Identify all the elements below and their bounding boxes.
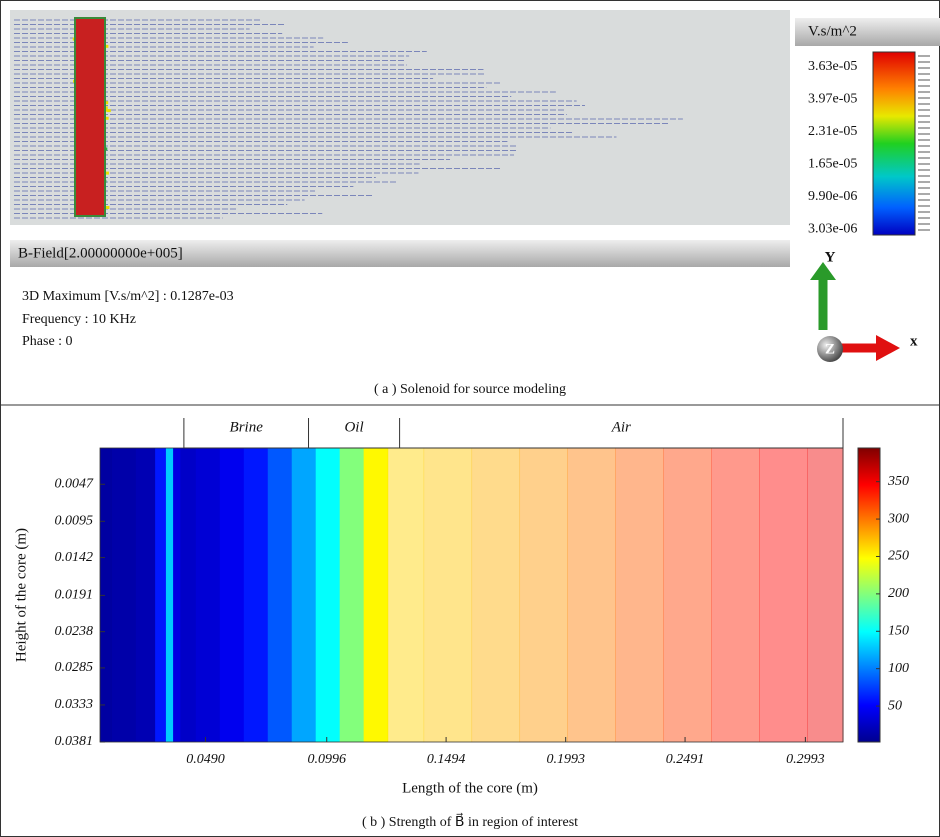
- legend-value: 1.65e-05: [808, 157, 857, 172]
- legend-value: 9.90e-06: [808, 189, 857, 204]
- panel-a: B-Field[2.00000000e+005] 3D Maximum [V.s…: [10, 10, 940, 397]
- x-axis-label: Length of the core (m): [402, 780, 538, 796]
- colorbar-tick-label: 200: [888, 586, 909, 601]
- speckle: [104, 116, 109, 120]
- colorbar-tick-label: 350: [887, 474, 909, 489]
- y-tick-label: 0.0047: [55, 476, 95, 491]
- heat-cell: [711, 448, 760, 742]
- axis-origin: [817, 336, 843, 362]
- heat-cell: [267, 448, 293, 742]
- axis-z-label: Z: [825, 341, 835, 357]
- speckle: [104, 101, 109, 105]
- colorbar-tick-label: 150: [888, 624, 909, 639]
- y-axis-label: Height of the core (m): [13, 528, 29, 662]
- legend-value: 3.03e-06: [808, 222, 857, 237]
- y-tick-label: 0.0238: [55, 624, 94, 639]
- axis-y-label: Y: [825, 249, 836, 265]
- heat-cell: [180, 448, 197, 742]
- y-tick-label: 0.0191: [55, 588, 94, 603]
- heat-cell: [111, 448, 137, 742]
- heat-cell: [387, 448, 425, 742]
- panel-b: Length of the core (m) Height of the cor…: [13, 418, 909, 830]
- x-tick-label: 0.1494: [427, 752, 466, 767]
- legend-colorbar: [872, 51, 916, 236]
- x-tick-label: 0.2491: [666, 752, 705, 767]
- heat-cell: [243, 448, 269, 742]
- x-tick-label: 0.0490: [186, 752, 225, 767]
- heat-cell: [165, 448, 174, 742]
- heat-cell: [363, 448, 389, 742]
- colorbar-tick-label: 300: [887, 511, 909, 526]
- y-tick-label: 0.0095: [55, 514, 94, 529]
- speckle: [106, 109, 111, 113]
- info-line: Frequency : 10 KHz: [22, 312, 136, 327]
- legend-value: 3.97e-05: [808, 92, 857, 107]
- x-tick-label: 0.0996: [307, 752, 346, 767]
- legend-title: V.s/m^2: [808, 23, 857, 39]
- heat-cell: [663, 448, 712, 742]
- legend-values: 3.63e-05 3.97e-05 2.31e-05 1.65e-05 9.90e-06…: [808, 55, 930, 237]
- x-tick-label: 0.1993: [546, 752, 585, 767]
- legend-header: [795, 18, 940, 46]
- colorbar-tick-label: 100: [888, 661, 909, 676]
- region-label: Oil: [344, 419, 363, 435]
- heat-cell: [807, 448, 844, 742]
- heat-cell: [519, 448, 568, 742]
- heat-cell: [423, 448, 473, 742]
- caption-a: ( a ) Solenoid for source modeling: [374, 382, 566, 397]
- region-label: Brine: [230, 419, 264, 435]
- legend-value: 3.63e-05: [808, 59, 857, 74]
- axis-x-head: [876, 335, 900, 361]
- speckle: [104, 44, 109, 48]
- heat-cell: [567, 448, 616, 742]
- heat-cell: [615, 448, 664, 742]
- legend-value: 2.31e-05: [808, 124, 857, 139]
- header-bar: [10, 240, 790, 267]
- y-tick-label: 0.0381: [55, 734, 94, 749]
- info-line: 3D Maximum [V.s/m^2] : 0.1287e-03: [22, 289, 234, 304]
- speckle: [105, 205, 110, 209]
- y-tick-label: 0.0142: [55, 550, 94, 565]
- x-tick-label: 0.2993: [786, 752, 825, 767]
- heat-cell: [339, 448, 365, 742]
- heat-cell: [759, 448, 808, 742]
- colorbar-tick-label: 50: [888, 698, 902, 713]
- region-label: Air: [611, 419, 631, 435]
- heat-cell: [291, 448, 317, 742]
- caption-b: ( b ) Strength of B⃗ in region of intere…: [362, 813, 578, 831]
- y-tick-label: 0.0333: [55, 697, 94, 712]
- solenoid: [74, 17, 106, 217]
- speckle: [104, 171, 109, 175]
- heat-cell: [315, 448, 341, 742]
- axis-y-head: [810, 262, 836, 280]
- gap: [10, 225, 790, 240]
- colorbar-tick-label: 250: [888, 549, 909, 564]
- viewport: [10, 10, 790, 225]
- heat-cell: [471, 448, 521, 742]
- heat-cell: [219, 448, 245, 742]
- info-line: Phase : 0: [22, 334, 73, 349]
- colorbar: [857, 447, 881, 743]
- heat-cell: [195, 448, 221, 742]
- heat-cell: [155, 448, 167, 742]
- y-tick-label: 0.0285: [55, 660, 94, 675]
- axis-x-label: x: [910, 333, 918, 349]
- heat-cell: [135, 448, 156, 742]
- field-header: B-Field[2.00000000e+005]: [18, 245, 183, 261]
- heat-cell: [173, 448, 181, 742]
